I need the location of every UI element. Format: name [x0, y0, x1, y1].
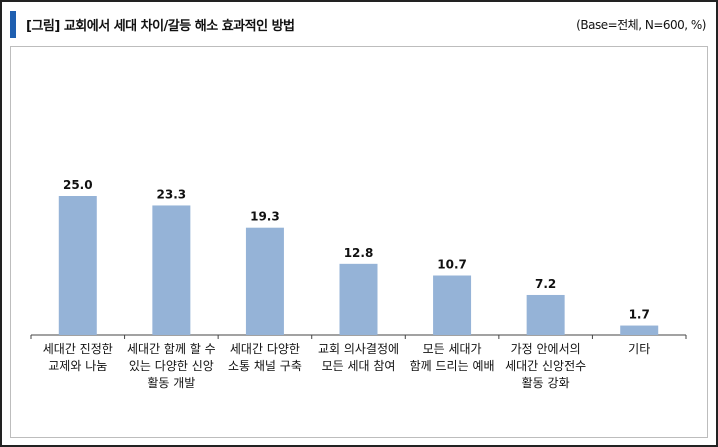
category-label: 활동 개발 — [147, 376, 195, 390]
chart-area — [10, 46, 708, 438]
bar — [245, 227, 284, 335]
category-label: 세대간 신앙전수 — [505, 359, 586, 373]
category-label: 모든 세대가 — [423, 342, 482, 356]
data-label: 23.3 — [157, 187, 187, 201]
data-label: 10.7 — [437, 258, 467, 272]
data-label: 7.2 — [535, 277, 556, 291]
chart-title: [그림] 교회에서 세대 차이/갈등 해소 효과적인 방법 — [26, 19, 295, 34]
category-label: 기타 — [628, 342, 650, 356]
category-label: 소통 채널 구축 — [228, 359, 302, 373]
bar — [433, 275, 472, 335]
bar — [620, 325, 659, 335]
category-label: 세대간 다양한 — [230, 342, 300, 356]
data-label: 25.0 — [63, 178, 93, 192]
title-accent-bar — [10, 11, 16, 38]
bar — [152, 205, 191, 335]
data-label: 19.3 — [250, 210, 280, 224]
category-label: 활동 강화 — [522, 376, 570, 390]
category-label: 함께 드리는 예배 — [410, 359, 495, 373]
bar — [339, 263, 378, 335]
category-label: 세대간 진정한 — [43, 342, 113, 356]
category-label: 모든 세대 참여 — [322, 359, 396, 373]
category-label: 있는 다양한 신앙 — [129, 359, 214, 373]
category-label: 가정 안에서의 — [511, 342, 581, 356]
base-note: (Base=전체, N=600, %) — [576, 18, 706, 32]
category-label: 세대간 함께 할 수 — [127, 342, 216, 356]
bar — [58, 196, 97, 335]
category-label: 교제와 나눔 — [48, 359, 107, 373]
category-label: 교회 의사결정에 — [318, 342, 399, 356]
data-label: 12.8 — [344, 246, 374, 260]
data-label: 1.7 — [629, 308, 650, 322]
bar — [526, 294, 565, 335]
